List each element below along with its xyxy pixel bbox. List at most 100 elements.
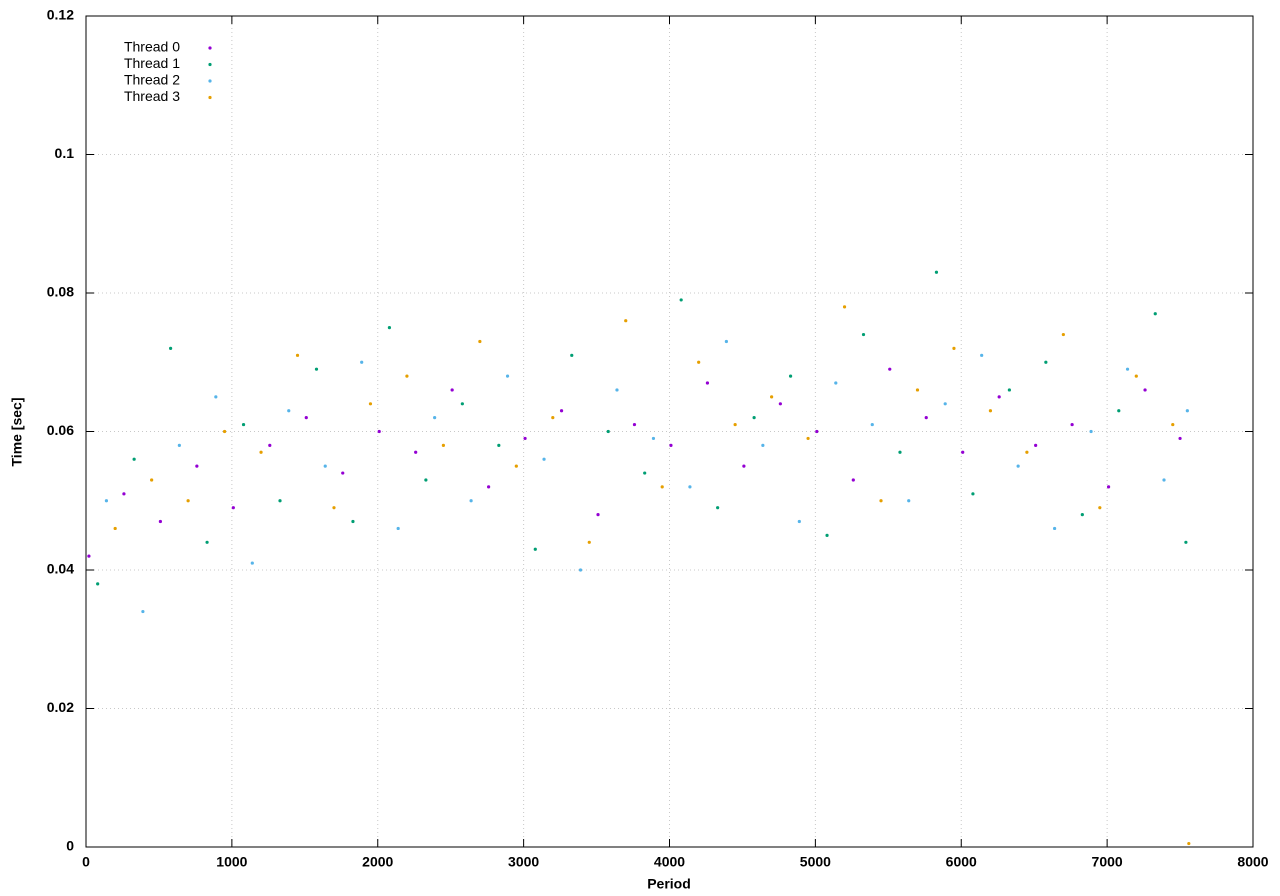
point	[606, 429, 610, 434]
plot-border	[85, 15, 1254, 848]
point	[1080, 513, 1084, 517]
point	[523, 436, 527, 441]
x-axis-title: Period	[647, 876, 691, 892]
point	[842, 305, 847, 309]
point	[615, 388, 619, 392]
point	[332, 506, 336, 510]
point	[1117, 409, 1121, 413]
y-tick-label: 0.1	[55, 145, 75, 161]
x-tick-label: 2000	[362, 854, 393, 870]
point	[643, 471, 647, 475]
point	[1187, 841, 1191, 846]
point	[806, 436, 810, 441]
point	[961, 450, 965, 454]
point	[268, 443, 272, 447]
series-points	[113, 305, 1191, 846]
point	[679, 298, 683, 302]
point	[1089, 429, 1093, 434]
point	[660, 485, 664, 489]
point	[169, 346, 173, 350]
point	[387, 326, 392, 330]
x-tick-label: 1000	[216, 854, 247, 870]
point	[231, 506, 235, 510]
point	[980, 353, 984, 357]
point	[205, 540, 209, 544]
point	[158, 519, 162, 524]
point	[195, 464, 199, 468]
point	[898, 450, 902, 454]
point	[851, 478, 855, 482]
point	[988, 409, 993, 413]
point	[396, 526, 400, 531]
point	[450, 388, 454, 392]
point	[177, 443, 181, 447]
x-tick-label: 5000	[800, 854, 831, 870]
x-tick-label: 6000	[946, 854, 977, 870]
point	[587, 540, 591, 544]
point	[368, 402, 373, 406]
legend-swatch	[208, 62, 212, 67]
point	[825, 533, 829, 537]
point	[879, 499, 883, 503]
point	[888, 367, 892, 371]
point	[150, 478, 154, 482]
point	[469, 499, 473, 503]
point	[724, 339, 728, 344]
point	[1143, 388, 1147, 392]
point	[141, 609, 145, 614]
point	[433, 416, 437, 420]
point	[924, 416, 928, 420]
point	[697, 360, 701, 364]
point	[441, 443, 445, 447]
point	[1053, 526, 1057, 531]
point	[222, 429, 227, 434]
point	[770, 395, 774, 399]
point	[1061, 332, 1065, 337]
point	[624, 319, 628, 323]
point	[716, 506, 720, 510]
point	[287, 409, 291, 413]
legend-swatch	[208, 46, 212, 50]
point	[186, 499, 190, 503]
legend-label: Thread 0	[124, 39, 180, 55]
point	[934, 270, 939, 274]
point	[250, 561, 254, 565]
point	[1125, 367, 1130, 371]
point	[323, 464, 327, 468]
point	[870, 422, 874, 427]
point	[570, 353, 574, 357]
point	[742, 464, 746, 468]
point	[1070, 422, 1074, 427]
point	[752, 416, 756, 420]
point	[314, 367, 319, 371]
point	[1184, 540, 1188, 544]
x-tick-label: 7000	[1092, 854, 1123, 870]
series-points	[104, 339, 1189, 614]
point	[405, 374, 409, 378]
point	[733, 422, 737, 427]
legend-label: Thread 2	[124, 72, 180, 88]
point	[915, 388, 920, 392]
point	[952, 346, 956, 350]
point	[104, 499, 109, 503]
x-tick-label: 3000	[508, 854, 539, 870]
series-points	[87, 367, 1182, 558]
point	[997, 395, 1001, 399]
point	[295, 353, 300, 357]
point	[1185, 409, 1189, 413]
x-tick-label: 0	[82, 854, 90, 870]
point	[788, 374, 793, 378]
point	[542, 457, 546, 461]
point	[1098, 506, 1102, 510]
point	[360, 360, 364, 364]
point	[797, 519, 801, 524]
point	[377, 429, 381, 434]
point	[96, 582, 100, 586]
point	[761, 443, 765, 447]
point	[971, 492, 975, 496]
point	[241, 422, 246, 427]
point	[1153, 312, 1157, 316]
series-points	[96, 270, 1188, 586]
point	[1034, 443, 1038, 447]
